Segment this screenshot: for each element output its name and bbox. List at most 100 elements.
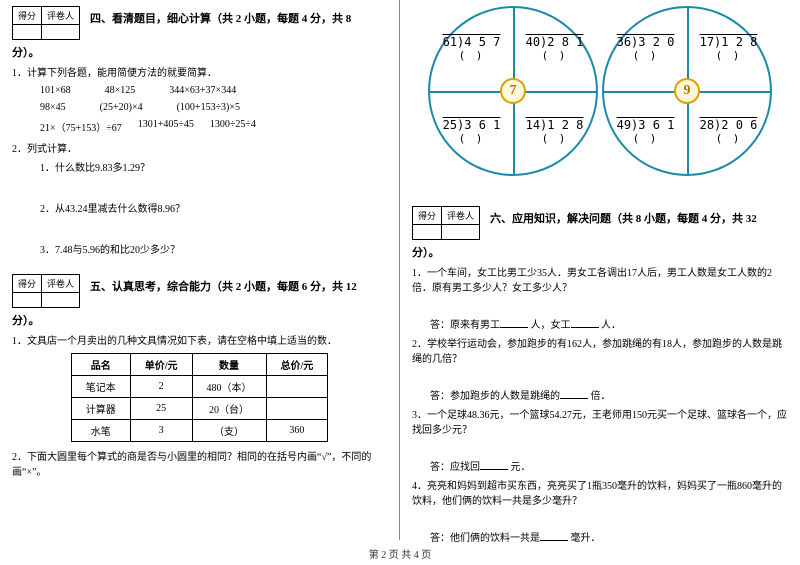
paren-blank: ( ) <box>459 133 485 146</box>
paren-blank: ( ) <box>542 50 568 63</box>
cell: 2 <box>130 376 192 398</box>
paren-blank: ( ) <box>459 50 485 63</box>
s4-row2: 98×45 (25+20)×4 (100+153÷3)×5 <box>12 102 387 113</box>
paren-blank: ( ) <box>716 133 742 146</box>
paren-blank: ( ) <box>633 50 659 63</box>
score-box-5: 得分 评卷人 五、认真思考，综合能力（共 2 小题，每题 6 分，共 12 <box>12 274 387 308</box>
expr: (100+153÷3)×5 <box>177 102 240 113</box>
s4-q2: 2．从43.24里减去什么数得8.96？ <box>12 200 387 215</box>
s4-q1: 1．什么数比9.83多1.29？ <box>12 159 387 174</box>
center-badge-7: 7 <box>500 78 526 104</box>
s6-q2: 2．学校举行运动会，参加跑步的有162人，参加跳绳的有18人，参加跑步的人数是跳… <box>412 335 788 365</box>
cell: 480（本） <box>192 376 266 398</box>
cell: 360 <box>266 420 328 442</box>
paren-blank: ( ) <box>542 133 568 146</box>
score-cell <box>13 25 42 40</box>
grader-cell <box>42 25 80 40</box>
expr: (25+20)×4 <box>100 102 143 113</box>
cell: 20（台） <box>192 398 266 420</box>
s6-q4: 4．亮亮和妈妈到超市买东西，亮亮买了1瓶350毫升的饮料，妈妈买了一瓶860毫升… <box>412 477 788 507</box>
s4-p2: 2．列式计算． <box>12 140 387 155</box>
a3-suf: 元． <box>511 462 531 473</box>
cell: 笔记本 <box>71 376 130 398</box>
division-expr: 61)4 5 7 <box>443 36 501 50</box>
page-footer: 第 2 页 共 4 页 <box>0 546 800 561</box>
fill-blank <box>571 318 599 328</box>
fill-blank <box>500 318 528 328</box>
left-column: 得分 评卷人 四、看清题目，细心计算（共 2 小题，每题 4 分，共 8 分）。… <box>0 0 400 540</box>
stationery-table: 品名 单价/元 数量 总价/元 笔记本 2 480（本） 计算器 25 20（台… <box>71 353 329 442</box>
section-4-title: 四、看清题目，细心计算（共 2 小题，每题 4 分，共 8 <box>80 6 351 26</box>
grader-cell <box>442 225 480 240</box>
grader-label: 评卷人 <box>42 7 80 25</box>
division-expr: 14)1 2 8 <box>526 119 584 133</box>
expr: 48×125 <box>105 85 136 96</box>
circle-7: 61)4 5 7 ( ) 40)2 8 1 ( ) 25)3 6 1 ( ) 1… <box>428 6 598 176</box>
grader-label: 评卷人 <box>442 207 480 225</box>
quad: 17)1 2 8 ( ) <box>687 8 770 91</box>
a1-suf: 人． <box>601 320 621 331</box>
division-expr: 36)3 2 0 <box>617 36 675 50</box>
expr: 98×45 <box>40 102 66 113</box>
col-total: 总价/元 <box>266 354 328 376</box>
s6-a2: 答：参加跑步的人数是跳绳的 倍． <box>412 387 788 402</box>
s5-p2: 2．下面大圆里每个算式的商是否与小圆里的相同？相同的在括号内画“√”，不同的画“… <box>12 448 387 478</box>
cell: 计算器 <box>71 398 130 420</box>
quad: 36)3 2 0 ( ) <box>604 8 687 91</box>
table-row: 计算器 25 20（台） <box>71 398 328 420</box>
a2-pre: 答：参加跑步的人数是跳绳的 <box>430 391 560 402</box>
expr: 101×68 <box>40 85 71 96</box>
score-label: 得分 <box>413 207 442 225</box>
cell <box>266 398 328 420</box>
a2-suf: 倍． <box>591 391 611 402</box>
score-cell <box>413 225 442 240</box>
quad: 14)1 2 8 ( ) <box>513 91 596 174</box>
division-expr: 25)3 6 1 <box>443 119 501 133</box>
section-5-title-tail: 分）。 <box>12 312 387 328</box>
section-4-title-tail: 分）。 <box>12 44 387 60</box>
s6-q3: 3．一个足球48.36元，一个篮球54.27元，王老师用150元买一个足球、篮球… <box>412 406 788 436</box>
paren-blank: ( ) <box>716 50 742 63</box>
section-5-title: 五、认真思考，综合能力（共 2 小题，每题 6 分，共 12 <box>80 274 357 294</box>
s6-a3: 答：应找回 元． <box>412 458 788 473</box>
col-price: 单价/元 <box>130 354 192 376</box>
table-row: 笔记本 2 480（本） <box>71 376 328 398</box>
fill-blank <box>560 389 588 399</box>
paren-blank: ( ) <box>633 133 659 146</box>
division-expr: 49)3 6 1 <box>617 119 675 133</box>
quad: 61)4 5 7 ( ) <box>430 8 513 91</box>
s6-q1: 1．一个车间，女工比男工少35人．男女工各调出17人后，男工人数是女工人数的2倍… <box>412 264 788 294</box>
col-qty: 数量 <box>192 354 266 376</box>
s4-p1: 1．计算下列各题，能用简便方法的就要简算． <box>12 64 387 79</box>
cell: （支） <box>192 420 266 442</box>
score-label: 得分 <box>13 7 42 25</box>
cell: 25 <box>130 398 192 420</box>
s5-p1: 1．文具店一个月卖出的几种文具情况如下表，请在空格中填上适当的数． <box>12 332 387 347</box>
circle-9: 36)3 2 0 ( ) 17)1 2 8 ( ) 49)3 6 1 ( ) 2… <box>602 6 772 176</box>
expr: 344×63+37×344 <box>169 85 236 96</box>
quad: 40)2 8 1 ( ) <box>513 8 596 91</box>
quad: 49)3 6 1 ( ) <box>604 91 687 174</box>
a4-pre: 答：他们俩的饮料一共是 <box>430 533 540 544</box>
s4-q3: 3．7.48与5.96的和比20少多少？ <box>12 241 387 256</box>
score-box-6: 得分 评卷人 六、应用知识，解决问题（共 8 小题，每题 4 分，共 32 <box>412 206 788 240</box>
fill-blank <box>480 460 508 470</box>
section-6-title: 六、应用知识，解决问题（共 8 小题，每题 4 分，共 32 <box>480 206 757 226</box>
score-cell <box>13 293 42 308</box>
cell <box>266 376 328 398</box>
a1-mid: 人，女工 <box>531 320 571 331</box>
score-table: 得分 评卷人 <box>12 6 80 40</box>
s4-row3: 21×（75+153）÷67 1301+405÷45 1300÷25÷4 <box>12 119 387 134</box>
grader-cell <box>42 293 80 308</box>
cell: 水笔 <box>71 420 130 442</box>
a3-pre: 答：应找回 <box>430 462 480 473</box>
division-expr: 17)1 2 8 <box>700 36 758 50</box>
col-name: 品名 <box>71 354 130 376</box>
right-column: 61)4 5 7 ( ) 40)2 8 1 ( ) 25)3 6 1 ( ) 1… <box>400 0 800 540</box>
expr: 1301+405÷45 <box>138 119 194 134</box>
division-expr: 28)2 0 6 <box>700 119 758 133</box>
grader-label: 评卷人 <box>42 275 80 293</box>
score-box-4: 得分 评卷人 四、看清题目，细心计算（共 2 小题，每题 4 分，共 8 <box>12 6 387 40</box>
s4-row1: 101×68 48×125 344×63+37×344 <box>12 85 387 96</box>
quad: 28)2 0 6 ( ) <box>687 91 770 174</box>
